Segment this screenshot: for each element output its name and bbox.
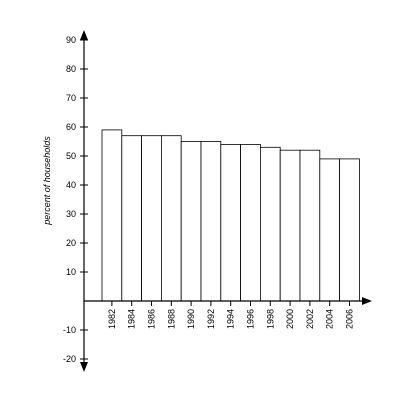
bar [101, 129, 123, 302]
x-tick-label: 2000 [285, 309, 295, 329]
y-tick-label: -20 [63, 354, 76, 364]
bar [121, 135, 143, 302]
x-tick-label: 1984 [127, 309, 137, 329]
bar [160, 135, 182, 302]
axes-group [80, 30, 372, 372]
x-tick-label: 1994 [226, 309, 236, 329]
x-tick-label: 1982 [107, 309, 117, 329]
y-tick-label: 90 [66, 35, 76, 45]
bar [200, 141, 222, 302]
y-axis-arrow-down [80, 362, 88, 372]
bar [240, 143, 261, 302]
x-tick-label: 1986 [147, 309, 157, 329]
y-tick-label: 40 [66, 180, 76, 190]
y-axis-arrow-up [80, 30, 88, 40]
x-tick-label: 1998 [265, 309, 275, 329]
x-tick-label: 2006 [345, 309, 355, 329]
bar [259, 146, 281, 302]
bar [180, 141, 202, 302]
bar [220, 143, 242, 302]
y-axis-label: percent of households [42, 136, 52, 226]
y-tick-label: 70 [66, 93, 76, 103]
y-tick-label: 60 [66, 122, 76, 132]
x-tick-label: 1992 [206, 309, 216, 329]
y-tick-label: -10 [63, 325, 76, 335]
bar [279, 149, 301, 302]
bar [299, 149, 321, 302]
bar [319, 158, 340, 302]
x-tick-label: 1990 [186, 309, 196, 329]
y-tick-label: 30 [66, 209, 76, 219]
y-tick-label: 80 [66, 64, 76, 74]
bar [339, 158, 360, 302]
x-tick-label: 1996 [246, 309, 256, 329]
bar [141, 135, 162, 302]
y-ticks-group: -20 -10 10 20 30 40 50 60 70 80 90 [63, 35, 88, 364]
x-tick-label: 2002 [305, 309, 315, 329]
x-axis-arrow [362, 297, 372, 305]
y-tick-label: 50 [66, 151, 76, 161]
bars-group [101, 129, 360, 302]
y-tick-label: 20 [66, 238, 76, 248]
x-ticks-group: 1982 1984 1986 1988 1990 1992 1994 1996 1998 2000… [107, 301, 355, 329]
x-tick-label: 2004 [325, 309, 335, 329]
y-tick-label: 10 [66, 267, 76, 277]
x-tick-label: 1988 [166, 309, 176, 329]
